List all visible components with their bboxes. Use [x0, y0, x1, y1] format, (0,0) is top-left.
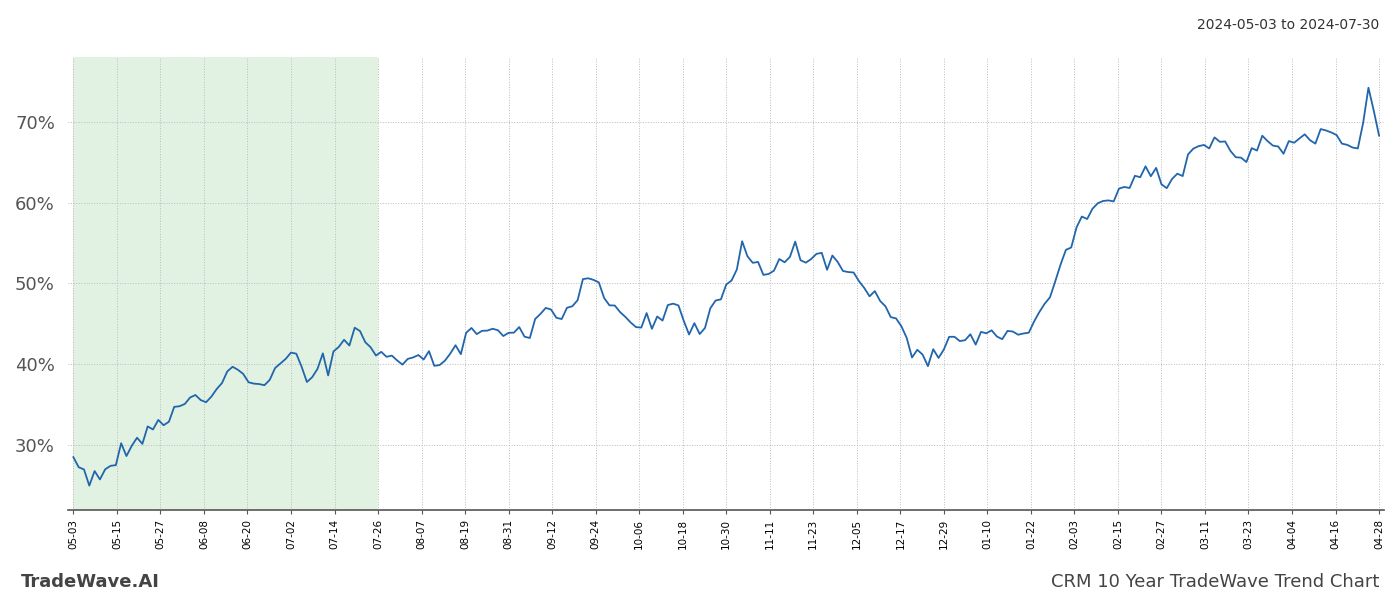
Text: TradeWave.AI: TradeWave.AI: [21, 573, 160, 591]
Text: 2024-05-03 to 2024-07-30: 2024-05-03 to 2024-07-30: [1197, 18, 1379, 32]
Text: CRM 10 Year TradeWave Trend Chart: CRM 10 Year TradeWave Trend Chart: [1050, 573, 1379, 591]
Bar: [73, 57, 378, 510]
